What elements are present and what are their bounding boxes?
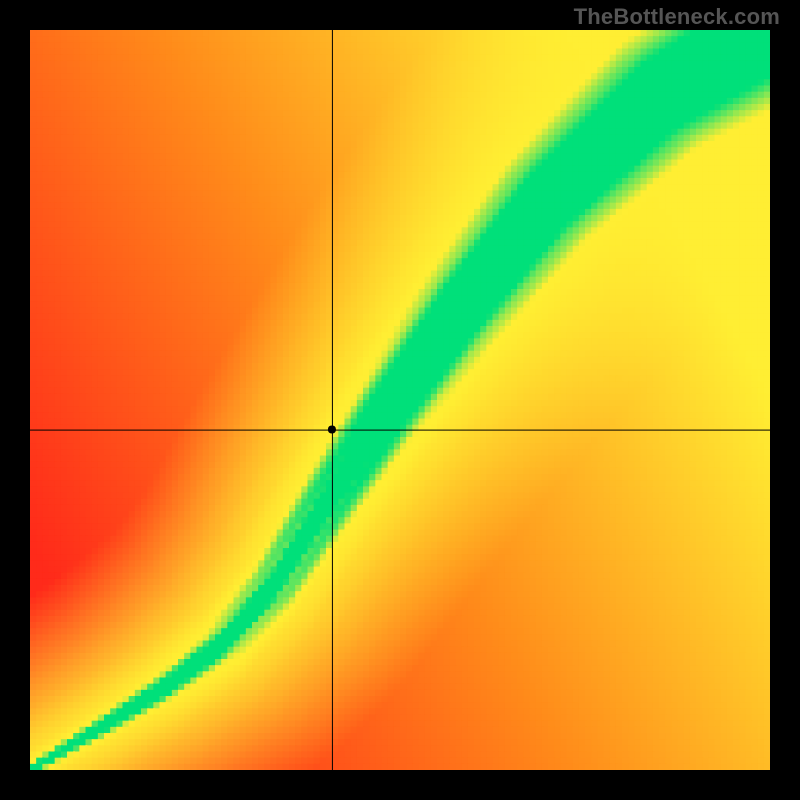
bottleneck-heatmap [0,0,800,800]
watermark-text: TheBottleneck.com [574,4,780,30]
chart-container: { "watermark": "TheBottleneck.com", "can… [0,0,800,800]
